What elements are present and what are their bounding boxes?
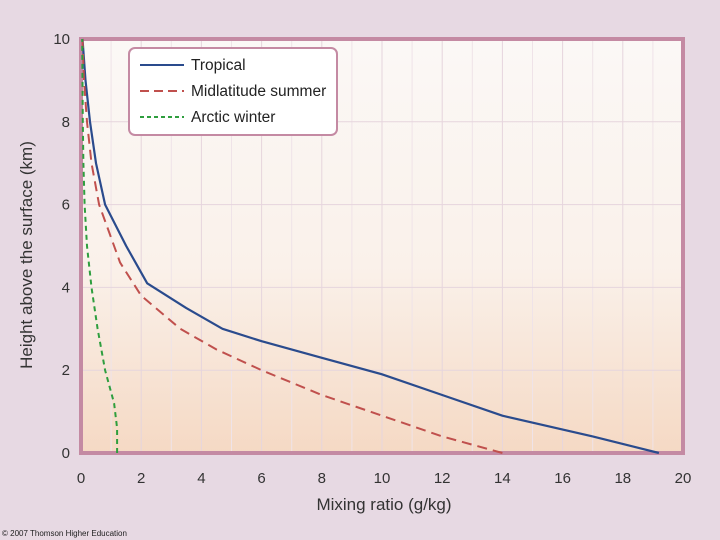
- series-line-arctic-winter: [81, 38, 119, 453]
- x-tick-label: 10: [374, 470, 391, 487]
- x-tick-label: 8: [318, 470, 326, 487]
- x-tick-label: 14: [494, 470, 511, 487]
- y-tick-label: 0: [62, 445, 70, 462]
- x-axis-label: Mixing ratio (g/kg): [316, 495, 451, 514]
- y-axis-label: Height above the surface (km): [17, 141, 36, 369]
- x-tick-label: 0: [77, 470, 85, 487]
- x-tick-labels: 0 2 4 6 8 10 12 14 16 18 20: [77, 470, 692, 487]
- y-tick-labels: 0 2 4 6 8 10: [53, 31, 70, 462]
- x-tick-label: 18: [614, 470, 631, 487]
- series-line-midlatitude-summer: [81, 38, 503, 454]
- x-tick-label: 16: [554, 470, 571, 487]
- y-tick-label: 10: [53, 31, 70, 48]
- x-tick-label: 12: [434, 470, 451, 487]
- x-tick-label: 2: [137, 470, 145, 487]
- legend-label-tropical: Tropical: [191, 57, 246, 74]
- y-tick-label: 8: [62, 114, 70, 131]
- y-tick-label: 2: [62, 362, 70, 379]
- copyright-credit: © 2007 Thomson Higher Education: [2, 529, 127, 538]
- legend-box: [128, 47, 338, 136]
- y-tick-label: 4: [62, 279, 70, 296]
- legend: Tropical Midlatitude summer Arctic winter: [128, 47, 338, 136]
- x-tick-label: 6: [257, 470, 265, 487]
- series-layer: [81, 38, 660, 455]
- series-line-tropical: [81, 38, 660, 455]
- legend-label-midlatitude-summer: Midlatitude summer: [191, 83, 326, 100]
- legend-label-arctic-winter: Arctic winter: [191, 109, 275, 126]
- x-tick-label: 20: [675, 470, 692, 487]
- plot-frame: [79, 37, 685, 455]
- y-tick-label: 6: [62, 197, 70, 214]
- x-tick-label: 4: [197, 470, 205, 487]
